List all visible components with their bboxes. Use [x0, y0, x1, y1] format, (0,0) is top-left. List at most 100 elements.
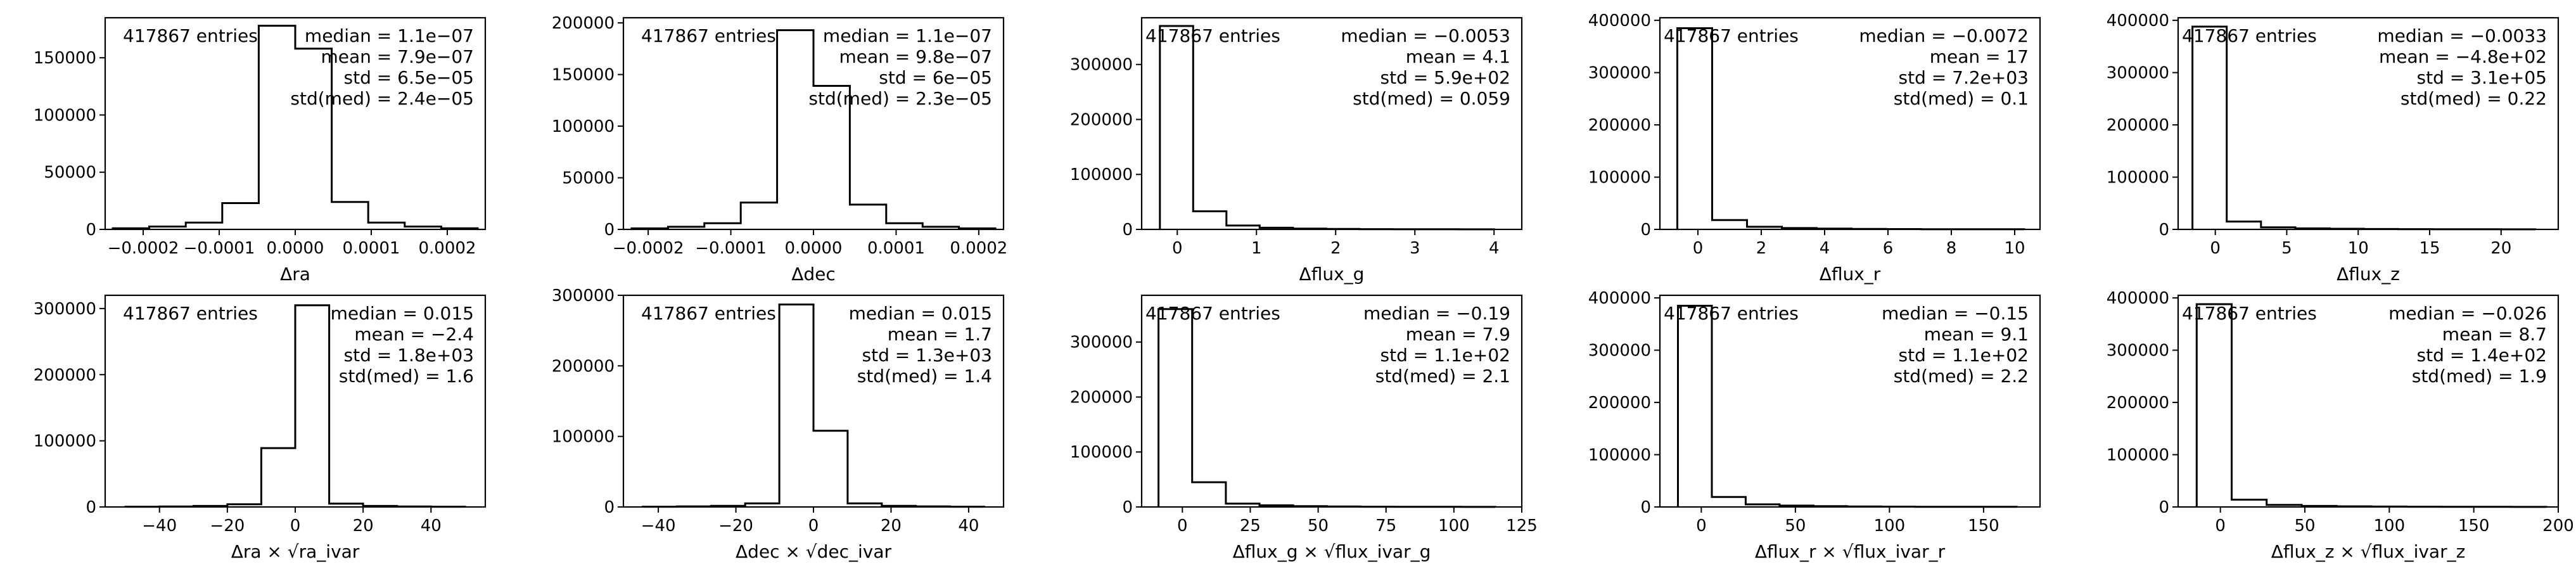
y-tick-label: 0 [1122, 498, 1133, 517]
x-axis-label: Δdec [791, 264, 836, 285]
y-tick-label: 0 [1122, 221, 1133, 240]
entries-count-label: 417867 entries [1145, 303, 1280, 324]
x-tick-label: 200 [2542, 516, 2574, 535]
y-tick-label: 200000 [552, 14, 615, 33]
x-tick-label: −0.0001 [184, 239, 255, 258]
x-axis-label: Δflux_g × √flux_ivar_g [1233, 541, 1431, 562]
x-tick-label: −0.0001 [695, 239, 767, 258]
stats-line: median = 0.015 [331, 303, 474, 324]
y-tick-label: 400000 [2107, 289, 2169, 308]
y-tick-label: 100000 [34, 432, 96, 451]
axes-frame [1659, 294, 2041, 508]
x-tick-label: −40 [142, 516, 177, 535]
x-tick-label: 0.0001 [867, 239, 925, 258]
entries-count-label: 417867 entries [2182, 303, 2317, 324]
y-tick-label: 100000 [552, 117, 615, 136]
entries-count-label: 417867 entries [123, 25, 258, 46]
axes-frame [2177, 16, 2560, 231]
stats-line: std(med) = 2.2 [1894, 366, 2029, 387]
y-tick-label: 300000 [2107, 64, 2169, 83]
y-tick-label: 150000 [552, 66, 615, 85]
stats-line: median = −0.15 [1882, 303, 2029, 324]
y-tick-label: 400000 [2107, 11, 2169, 30]
histogram-panel: −0.0002 −0.0001 0.0000 0.0001 0.0002 0 50000 10… [552, 14, 1008, 285]
stats-line: std(med) = 2.4e−05 [290, 88, 474, 109]
stats-line: std(med) = 2.1 [1375, 366, 1510, 387]
x-tick-label: 6 [1883, 239, 1894, 258]
x-tick-label: 0.0002 [950, 239, 1007, 258]
x-axis-label: Δflux_z [2337, 264, 2400, 285]
x-tick-label: 50 [2294, 516, 2315, 535]
y-tick-label: 200000 [1070, 388, 1133, 407]
stats-line: std(med) = 0.059 [1353, 88, 1510, 109]
x-tick-label: 20 [353, 516, 374, 535]
stats-line: median = 0.015 [849, 303, 992, 324]
y-tick-label: 100000 [1588, 169, 1651, 188]
x-axis-label: Δdec × √dec_ivar [736, 541, 892, 562]
y-tick-label: 300000 [552, 286, 615, 305]
stats-line: median = −0.0033 [2377, 25, 2547, 46]
x-tick-label: 10 [2004, 239, 2025, 258]
x-tick-label: 20 [2490, 239, 2511, 258]
y-tick-label: 300000 [34, 300, 96, 319]
histogram-panel: −0.0002 −0.0001 0.0000 0.0001 0.0002 0 50000 10… [34, 16, 487, 285]
x-tick-label: 50 [1785, 516, 1806, 535]
x-tick-label: 125 [1506, 516, 1538, 535]
stats-line: median = −0.0053 [1341, 25, 1510, 46]
stats-line: std = 6e−05 [879, 67, 992, 88]
y-tick-label: 0 [604, 221, 615, 240]
x-axis-label: Δflux_g [1299, 264, 1365, 285]
stats-line: mean = 9.8e−07 [839, 46, 992, 67]
x-axis-label: Δra × √ra_ivar [231, 541, 360, 562]
y-tick-label: 200000 [1588, 116, 1651, 135]
x-tick-label: 100 [1874, 516, 1906, 535]
x-tick-label: 0 [808, 516, 819, 535]
x-tick-label: 0 [1693, 239, 1704, 258]
x-tick-label: 15 [2419, 239, 2440, 258]
y-tick-label: 100000 [2107, 446, 2169, 465]
x-tick-label: 25 [1240, 516, 1261, 535]
y-tick-label: 200000 [552, 357, 615, 376]
axes-frame [1659, 16, 2041, 231]
histogram-panel: 0 50 100 150 0 100000 200000 300000 400000 Δflux_… [1588, 289, 2041, 562]
histogram-panel: −40 −20 0 20 40 0 100000 200000 300000 Δdec × √de… [552, 286, 1005, 562]
stats-line: std = 1.1e+02 [1899, 345, 2029, 366]
stats-line: std = 1.4e+02 [2417, 345, 2547, 366]
histogram-panel: 0 5 10 15 20 0 100000 200000 300000 400000 Δflux_z… [2107, 11, 2560, 285]
y-tick-label: 0 [1640, 498, 1651, 517]
x-tick-label: 0 [2210, 239, 2221, 258]
y-tick-label: 50000 [44, 163, 96, 183]
x-tick-label: 1 [1251, 239, 1262, 258]
entries-count-label: 417867 entries [641, 25, 776, 46]
x-tick-label: 0 [1177, 516, 1188, 535]
stats-line: mean = 7.9e−07 [321, 46, 474, 67]
stats-line: mean = 4.1 [1406, 46, 1510, 67]
histogram-panel: 0 1 2 3 4 0 100000 200000 300000 Δflux_g 417867 en… [1070, 16, 1523, 285]
entries-count-label: 417867 entries [2182, 25, 2317, 46]
y-tick-label: 0 [604, 498, 615, 517]
stats-line: std(med) = 1.9 [2412, 366, 2547, 387]
y-tick-label: 400000 [1588, 11, 1651, 30]
stats-line: std(med) = 2.3e−05 [808, 88, 992, 109]
x-tick-label: 0 [1172, 239, 1183, 258]
x-axis-label: Δflux_r × √flux_ivar_r [1755, 541, 1946, 562]
x-tick-label: 5 [2281, 239, 2292, 258]
y-tick-label: 300000 [1070, 333, 1133, 352]
x-tick-label: 0 [2215, 516, 2226, 535]
histogram-panel: 0 25 50 75 100 125 0 100000 200000 300000 Δflux_g … [1070, 294, 1538, 562]
x-tick-label: 0.0000 [785, 239, 843, 258]
stats-line: median = −0.026 [2388, 303, 2547, 324]
stats-line: mean = 7.9 [1406, 324, 1510, 345]
x-tick-label: 4 [1820, 239, 1830, 258]
x-tick-label: 4 [1489, 239, 1500, 258]
axes-frame [1140, 16, 1523, 231]
stats-line: std(med) = 0.1 [1894, 88, 2029, 109]
stats-line: std = 1.8e+03 [344, 345, 474, 366]
y-tick-label: 200000 [1070, 110, 1133, 129]
x-tick-label: 0.0001 [343, 239, 400, 258]
y-tick-label: 100000 [552, 428, 615, 447]
entries-count-label: 417867 entries [1664, 25, 1799, 46]
y-tick-label: 300000 [2107, 342, 2169, 361]
x-axis-label: Δflux_z × √flux_ivar_z [2271, 541, 2466, 562]
